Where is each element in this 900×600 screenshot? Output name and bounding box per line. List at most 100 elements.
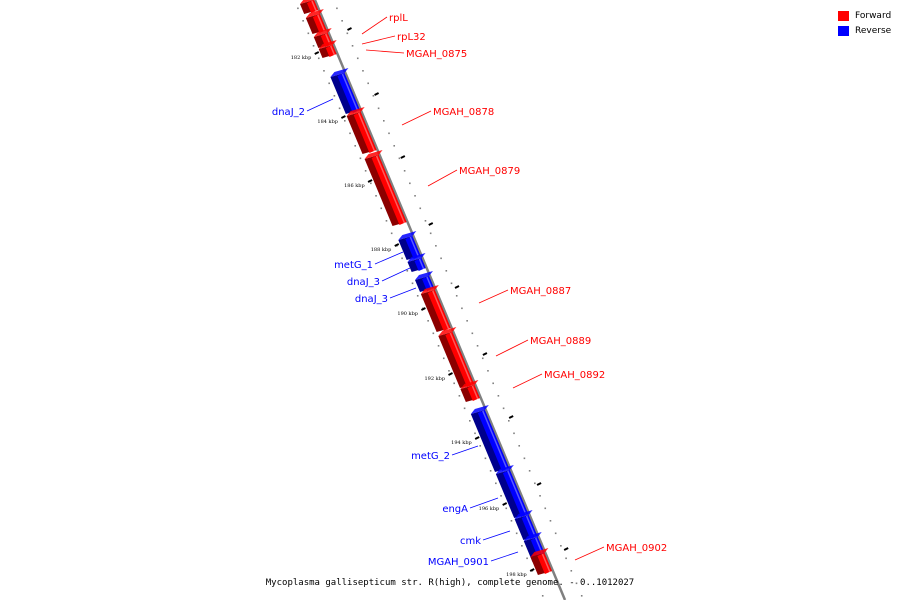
gene-top-face bbox=[364, 150, 383, 159]
gene-label-leader bbox=[451, 445, 479, 456]
inner-track-dot bbox=[479, 445, 482, 447]
inner-track-dot bbox=[333, 95, 336, 97]
inner-track-dot bbox=[297, 7, 299, 10]
gene-MGAH_0875[interactable] bbox=[318, 40, 337, 58]
gene-highlight bbox=[341, 73, 359, 112]
gene-cmk[interactable] bbox=[514, 510, 538, 540]
gene-label-MGAH_0902[interactable]: MGAH_0902 bbox=[606, 543, 667, 554]
gene-label-MGAH_0887[interactable]: MGAH_0887 bbox=[510, 286, 571, 297]
outer-track-dot bbox=[575, 582, 578, 585]
gene-label-dnaJ_2[interactable]: dnaJ_2 bbox=[272, 107, 305, 118]
inner-track-dot bbox=[489, 470, 492, 472]
gene-label-leader bbox=[469, 497, 499, 509]
gene-body bbox=[405, 236, 421, 259]
gene-label-leader bbox=[574, 546, 605, 561]
gene-metG_2[interactable] bbox=[470, 405, 509, 472]
gene-label-cmk[interactable]: cmk bbox=[460, 536, 481, 547]
scale-tick-label: 194 kbp bbox=[451, 440, 472, 446]
gene-label-MGAH_0879[interactable]: MGAH_0879 bbox=[459, 166, 520, 177]
inner-track-dot bbox=[349, 132, 351, 135]
gene-top-face bbox=[415, 271, 433, 280]
gene-label-dnaJ_3b[interactable]: dnaJ_3 bbox=[355, 294, 388, 305]
gene-label-leader bbox=[361, 16, 388, 35]
outer-track-dot bbox=[362, 70, 364, 72]
outer-track-dot bbox=[419, 207, 422, 210]
gene-label-rplL[interactable]: rplL bbox=[389, 13, 408, 24]
outer-track-dot bbox=[508, 420, 510, 422]
inner-track-dot bbox=[380, 207, 383, 210]
gene-label-rpL32[interactable]: rpL32 bbox=[397, 32, 426, 43]
outer-track-dot bbox=[356, 57, 359, 60]
gene-label-MGAH_0901[interactable]: MGAH_0901 bbox=[428, 557, 489, 568]
inner-track-dot bbox=[427, 320, 429, 322]
inner-track-dot bbox=[390, 232, 393, 235]
gene-label-metG_2[interactable]: metG_2 bbox=[411, 451, 450, 462]
outer-track-dot bbox=[539, 495, 541, 497]
gene-label-leader bbox=[482, 530, 511, 541]
inner-track-dot bbox=[500, 495, 502, 497]
inner-track-dot bbox=[536, 582, 539, 585]
gene-top-face bbox=[420, 285, 439, 294]
gene-label-leader bbox=[427, 169, 458, 187]
gene-label-leader bbox=[478, 289, 509, 304]
gene-label-MGAH_0875[interactable]: MGAH_0875 bbox=[406, 49, 467, 60]
outer-tick-mark bbox=[400, 155, 406, 159]
gene-engA[interactable] bbox=[495, 465, 529, 518]
inner-track-dot bbox=[510, 520, 513, 522]
inner-track-dot bbox=[317, 57, 320, 60]
gene-label-MGAH_0889[interactable]: MGAH_0889 bbox=[530, 336, 591, 347]
gene-highlight bbox=[317, 14, 326, 32]
gene-MGAH_0878[interactable] bbox=[346, 107, 377, 154]
scale-tick-mark bbox=[448, 372, 453, 376]
gene-label-MGAH_0892[interactable]: MGAH_0892 bbox=[544, 370, 605, 381]
outer-track-dot bbox=[450, 282, 453, 285]
gene-label-engA[interactable]: engA bbox=[442, 504, 468, 515]
gene-dnaJ_2[interactable] bbox=[330, 68, 360, 114]
gene-top-face bbox=[495, 465, 514, 474]
gene-MGAH_0879[interactable] bbox=[364, 150, 407, 226]
gene-highlight bbox=[418, 258, 425, 270]
gene-top-face bbox=[300, 0, 314, 4]
legend-item-forward: Forward bbox=[838, 8, 891, 23]
gene-label-leader bbox=[401, 110, 432, 126]
gene-body bbox=[414, 258, 426, 271]
outer-track-dot bbox=[502, 407, 505, 410]
gene-body bbox=[521, 515, 538, 539]
inner-track-dot bbox=[344, 120, 346, 122]
gene-body bbox=[477, 410, 509, 471]
gene-top-face bbox=[330, 68, 349, 77]
gene-rplL[interactable] bbox=[305, 9, 327, 34]
gene-g0[interactable] bbox=[300, 0, 319, 14]
outer-track-dot bbox=[481, 357, 484, 360]
gene-MGAH_0889[interactable] bbox=[438, 327, 474, 388]
gene-MGAH_0892[interactable] bbox=[460, 380, 480, 402]
gene-label-leader bbox=[374, 251, 404, 265]
gene-label-leader bbox=[306, 98, 334, 112]
gene-dnaJ_3a[interactable] bbox=[407, 253, 426, 272]
outer-track-dot bbox=[393, 145, 396, 147]
gene-MGAH_0902[interactable] bbox=[530, 548, 552, 575]
inner-track-dot bbox=[541, 595, 544, 597]
gene-body bbox=[337, 73, 360, 113]
gene-body bbox=[537, 553, 552, 574]
gene-top-face bbox=[318, 40, 337, 49]
gene-MGAH_0887[interactable] bbox=[420, 285, 451, 332]
gene-body bbox=[353, 112, 377, 153]
gene-metG_1[interactable] bbox=[398, 231, 421, 260]
gene-label-leader bbox=[495, 339, 529, 357]
outer-tick-mark bbox=[508, 415, 514, 419]
inner-dotted-track bbox=[297, 7, 544, 597]
gene-top-face bbox=[523, 532, 542, 541]
gene-label-MGAH_0878[interactable]: MGAH_0878 bbox=[433, 107, 494, 118]
scale-tick-mark bbox=[529, 568, 535, 572]
gene-label-dnaJ_3a[interactable]: dnaJ_3 bbox=[347, 277, 380, 288]
outer-track-dot bbox=[461, 307, 463, 310]
gene-highlight bbox=[525, 515, 537, 538]
gene-highlight bbox=[471, 385, 479, 400]
gene-top-face bbox=[313, 28, 332, 37]
gene-highlight bbox=[357, 112, 376, 152]
outer-tick-mark bbox=[482, 352, 488, 356]
genome-caption: Mycoplasma gallisepticum str. R(high), c… bbox=[265, 578, 635, 588]
gene-label-leader bbox=[490, 551, 519, 562]
gene-label-metG_1[interactable]: metG_1 bbox=[334, 260, 373, 271]
